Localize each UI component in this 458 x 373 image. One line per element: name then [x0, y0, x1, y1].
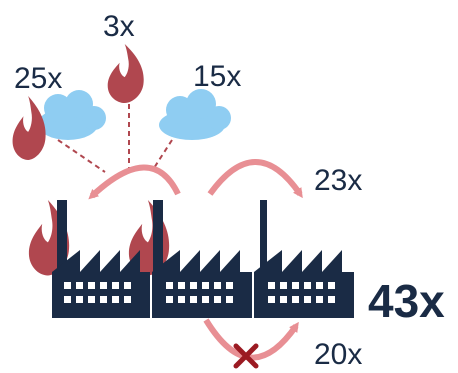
- curved-arrow-left: [88, 164, 181, 200]
- cloud-icon: [159, 89, 231, 140]
- dashed-connector-right: [153, 139, 173, 169]
- arrow-right-label: 23x: [314, 164, 363, 197]
- flame-icon: [107, 44, 144, 104]
- cross-icon: [233, 343, 259, 369]
- arrow-bottom-label: 20x: [314, 338, 363, 371]
- curved-arrow-right: [207, 159, 303, 199]
- factory-windows: [64, 282, 335, 303]
- flame-top-label: 3x: [103, 10, 135, 43]
- total-label: 43x: [368, 275, 445, 327]
- cloud-right-label: 15x: [193, 60, 242, 93]
- flame-icon: [12, 96, 46, 160]
- dashed-connector-left: [57, 139, 106, 173]
- flame-left-label: 25x: [14, 62, 63, 95]
- cloud-icon: [38, 90, 106, 140]
